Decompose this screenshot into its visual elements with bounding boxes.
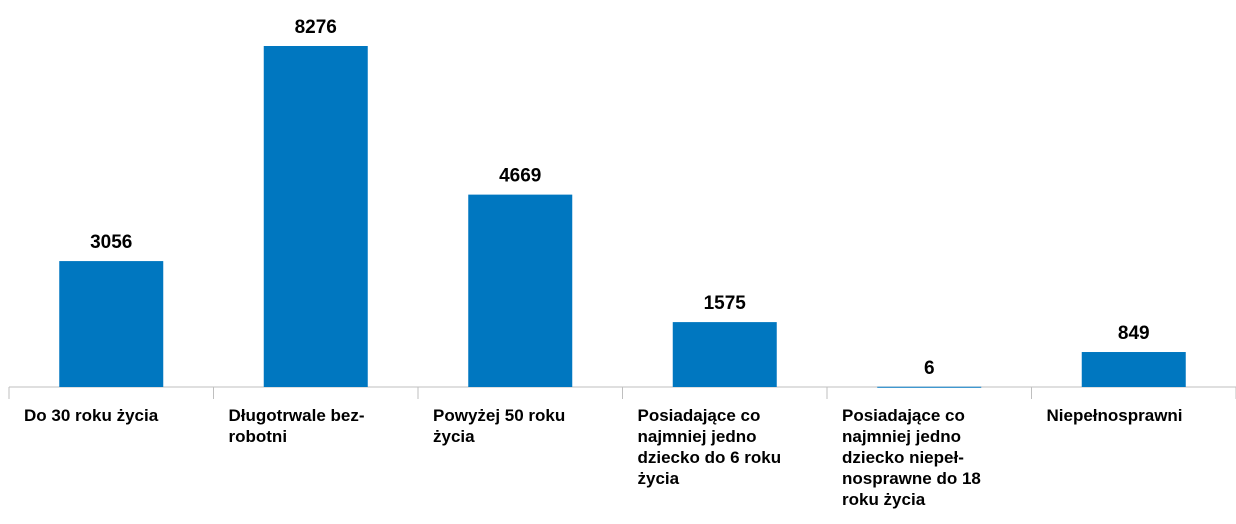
bar: [1081, 352, 1186, 387]
x-tick-label: Długotrwale bez- robotni: [228, 406, 365, 446]
x-tick-label: Posiadające co najmniej jedno dziecko do…: [637, 406, 782, 488]
bar: [877, 386, 982, 388]
bar: [672, 322, 777, 387]
value-label: 1575: [704, 293, 747, 314]
value-label: 849: [1118, 323, 1150, 344]
value-label: 8276: [295, 17, 337, 38]
x-tick-label: Niepełnosprawni: [1046, 406, 1183, 425]
value-label: 6: [924, 358, 935, 379]
bar: [263, 46, 368, 387]
bar: [468, 194, 573, 387]
value-label: 3056: [90, 232, 132, 253]
value-label: 4669: [499, 166, 541, 187]
x-tick-label: Do 30 roku życia: [24, 406, 159, 425]
bar: [59, 261, 164, 387]
x-tick-label: Powyżej 50 roku życia: [433, 406, 566, 446]
x-tick-label: Posiadające co najmniej jedno dziecko ni…: [842, 406, 981, 509]
